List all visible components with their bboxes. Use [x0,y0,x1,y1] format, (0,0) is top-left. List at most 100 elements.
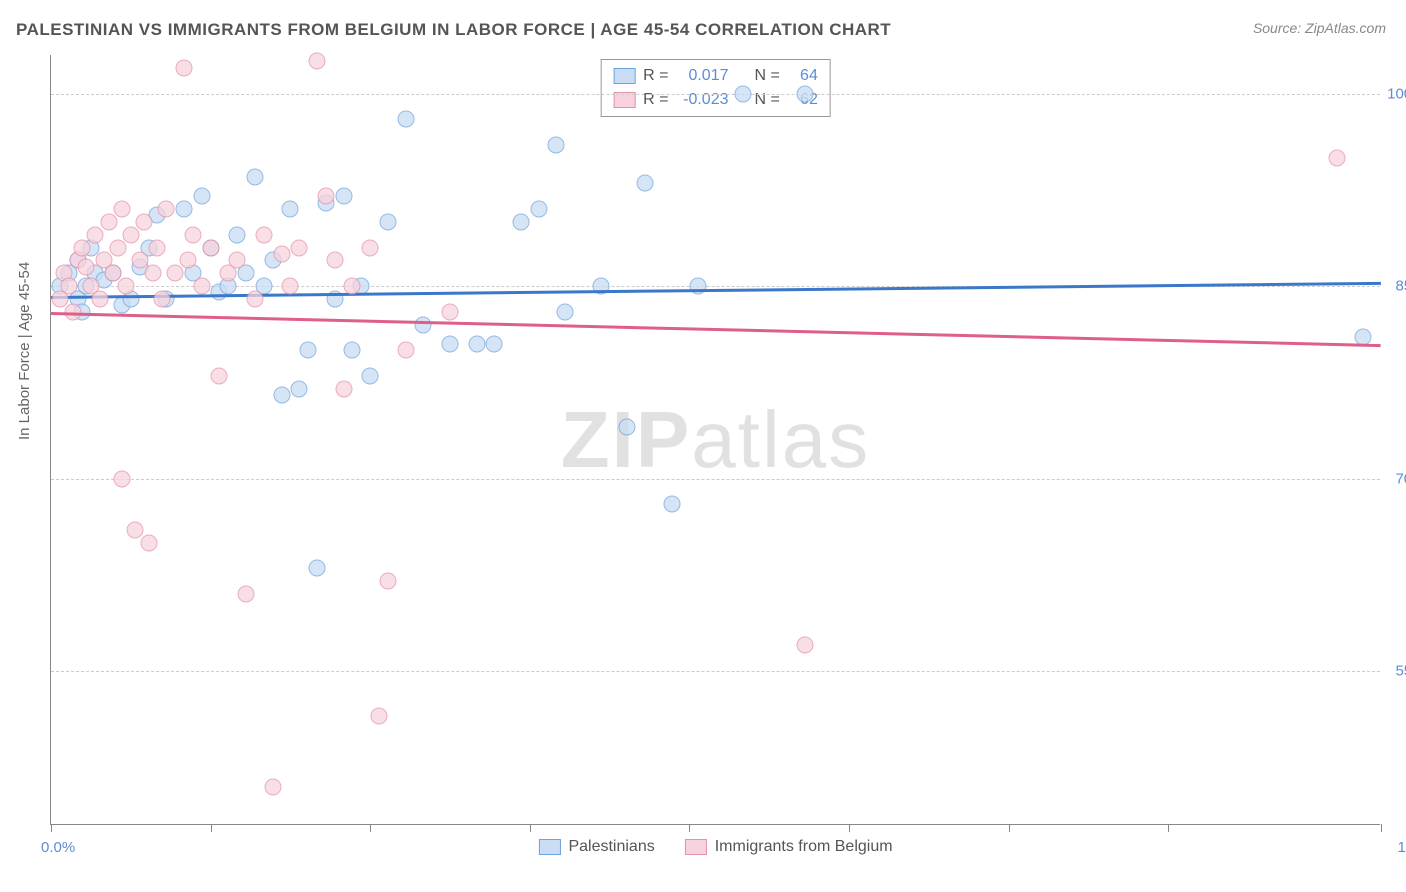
plot-area: ZIPatlas R = 0.017 N = 64 R = -0.023 N =… [50,55,1380,825]
r-label: R = [643,67,668,85]
data-point [548,136,565,153]
x-tick [370,824,371,832]
x-tick [1168,824,1169,832]
data-point [326,252,343,269]
stats-legend: R = 0.017 N = 64 R = -0.023 N = 62 [600,59,831,117]
data-point [193,188,210,205]
swatch-palestinians [538,839,560,855]
data-point [180,252,197,269]
x-tick [689,824,690,832]
data-point [282,278,299,295]
data-point [557,303,574,320]
data-point [158,201,175,218]
data-point [415,316,432,333]
data-point [153,290,170,307]
swatch-belgium [685,839,707,855]
data-point [113,201,130,218]
data-point [309,560,326,577]
data-point [122,226,139,243]
data-point [193,278,210,295]
x-tick [1381,824,1382,832]
legend-item-palestinians: Palestinians [538,838,654,856]
data-point [202,239,219,256]
swatch-palestinians [613,68,635,84]
gridline [51,94,1380,95]
r-value-palestinians: 0.017 [677,67,729,85]
data-point [229,252,246,269]
data-point [246,290,263,307]
data-point [291,380,308,397]
y-tick-label: 70.0% [1395,470,1406,487]
data-point [317,188,334,205]
data-point [796,637,813,654]
data-point [78,258,95,275]
gridline [51,479,1380,480]
data-point [1328,149,1345,166]
data-point [619,419,636,436]
data-point [255,226,272,243]
stats-row-palestinians: R = 0.017 N = 64 [613,64,818,88]
data-point [344,278,361,295]
stats-row-belgium: R = -0.023 N = 62 [613,88,818,112]
legend-label-belgium: Immigrants from Belgium [715,838,893,856]
data-point [140,534,157,551]
source-label: Source: ZipAtlas.com [1253,20,1386,36]
data-point [291,239,308,256]
data-point [379,213,396,230]
data-point [335,380,352,397]
data-point [371,707,388,724]
data-point [734,85,751,102]
data-point [176,201,193,218]
n-value-palestinians: 64 [788,67,818,85]
data-point [442,335,459,352]
data-point [176,59,193,76]
data-point [87,226,104,243]
data-point [442,303,459,320]
data-point [264,778,281,795]
x-tick [530,824,531,832]
x-tick [849,824,850,832]
data-point [379,573,396,590]
data-point [690,278,707,295]
data-point [100,213,117,230]
data-point [362,239,379,256]
correlation-chart: PALESTINIAN VS IMMIGRANTS FROM BELGIUM I… [0,0,1406,892]
data-point [344,342,361,359]
data-point [397,342,414,359]
data-point [512,213,529,230]
watermark: ZIPatlas [561,394,870,486]
data-point [397,111,414,128]
data-point [468,335,485,352]
data-point [246,168,263,185]
y-tick-label: 100.0% [1387,85,1406,102]
data-point [335,188,352,205]
data-point [796,85,813,102]
data-point [238,586,255,603]
x-max-label: 15.0% [1397,839,1406,856]
legend-item-belgium: Immigrants from Belgium [685,838,893,856]
data-point [105,265,122,282]
x-min-label: 0.0% [41,839,75,856]
y-axis-title: In Labor Force | Age 45-54 [16,262,33,440]
y-tick-label: 85.0% [1395,278,1406,295]
x-tick [211,824,212,832]
data-point [362,367,379,384]
data-point [118,278,135,295]
data-point [167,265,184,282]
data-point [486,335,503,352]
data-point [113,470,130,487]
data-point [149,239,166,256]
data-point [300,342,317,359]
data-point [637,175,654,192]
chart-title: PALESTINIAN VS IMMIGRANTS FROM BELGIUM I… [16,20,891,40]
y-tick-label: 55.0% [1395,663,1406,680]
data-point [91,290,108,307]
data-point [273,245,290,262]
gridline [51,671,1380,672]
data-point [136,213,153,230]
n-label: N = [755,67,780,85]
x-tick [1009,824,1010,832]
series-legend: Palestinians Immigrants from Belgium [538,838,892,856]
data-point [127,521,144,538]
data-point [530,201,547,218]
